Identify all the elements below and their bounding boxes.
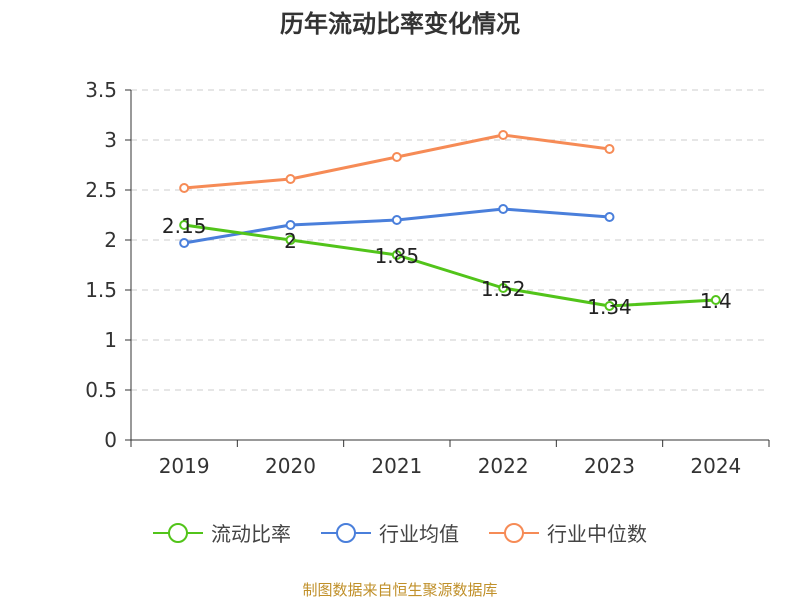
data-point [179, 183, 190, 193]
data-point [391, 215, 402, 225]
legend-item-industry-mean[interactable]: 行业均值 [321, 518, 459, 547]
x-tick-label: 2020 [265, 454, 316, 478]
y-tick-label: 2 [104, 228, 117, 252]
x-tick-label: 2024 [690, 454, 741, 478]
data-point [604, 301, 615, 311]
y-tick-label: 1 [104, 328, 117, 352]
legend-label-ratio: 流动比率 [211, 522, 291, 546]
y-tick-label: 3.5 [85, 78, 117, 102]
data-label: 1.4 [700, 289, 732, 313]
x-tick-label: 2022 [478, 454, 529, 478]
data-point [285, 235, 296, 245]
data-point [179, 238, 190, 248]
y-tick-label: 2.5 [85, 178, 117, 202]
data-label: 1.85 [375, 244, 420, 268]
series-line [183, 207, 610, 245]
data-point [285, 220, 296, 230]
data-point [179, 220, 190, 230]
y-tick-label: 0 [104, 428, 117, 452]
legend-swatch-industry-median [489, 522, 539, 543]
data-point [498, 283, 509, 293]
data-label: 2.15 [162, 214, 207, 238]
data-point [710, 295, 721, 305]
chart-title: 历年流动比率变化情况 [280, 10, 520, 38]
y-tick-label: 1.5 [85, 278, 117, 302]
x-tick-label: 2023 [584, 454, 635, 478]
y-tick-label: 0.5 [85, 378, 117, 402]
x-tick-label: 2021 [371, 454, 422, 478]
data-point [498, 130, 509, 140]
legend-item-ratio[interactable]: 流动比率 [153, 518, 291, 547]
y-tick-label: 3 [104, 128, 117, 152]
legend-label-industry-median: 行业中位数 [547, 522, 647, 546]
legend-item-industry-median[interactable]: 行业中位数 [489, 518, 647, 547]
data-point [604, 212, 615, 222]
data-point [391, 152, 402, 162]
legend-swatch-ratio [153, 522, 203, 543]
legend-swatch-industry-mean [321, 522, 371, 543]
data-label: 2 [284, 229, 297, 253]
data-point [391, 250, 402, 260]
data-point [285, 174, 296, 184]
series-line [183, 223, 716, 308]
x-tick-label: 2019 [159, 454, 210, 478]
data-label: 1.52 [481, 277, 526, 301]
data-point [604, 144, 615, 154]
source-note: 制图数据来自恒生聚源数据库 [302, 581, 498, 599]
legend: 流动比率 行业均值 行业中位数 [0, 518, 800, 547]
legend-label-industry-mean: 行业均值 [379, 522, 459, 546]
data-point [498, 204, 509, 214]
data-label: 1.34 [587, 295, 632, 319]
